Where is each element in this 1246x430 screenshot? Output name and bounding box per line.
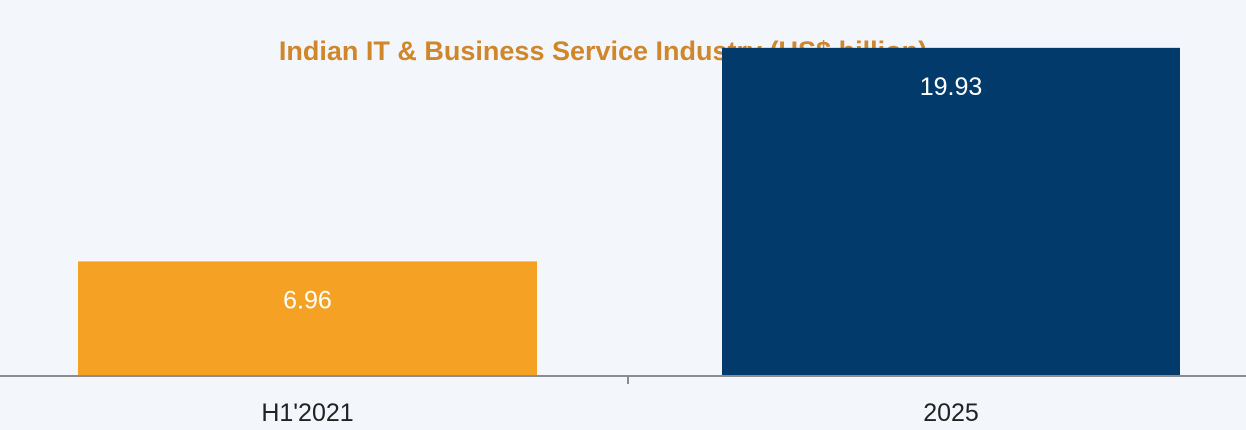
data-label-2: 19.93 [920,73,983,101]
bar-1 [78,261,537,376]
category-label-1: H1'2021 [261,399,353,427]
category-labels: H1'2021 2025 [261,399,978,427]
data-label-1: 6.96 [283,286,332,314]
bar-group: 6.96 19.93 [78,47,1180,377]
bar-2 [722,47,1180,377]
category-label-2: 2025 [923,399,979,427]
